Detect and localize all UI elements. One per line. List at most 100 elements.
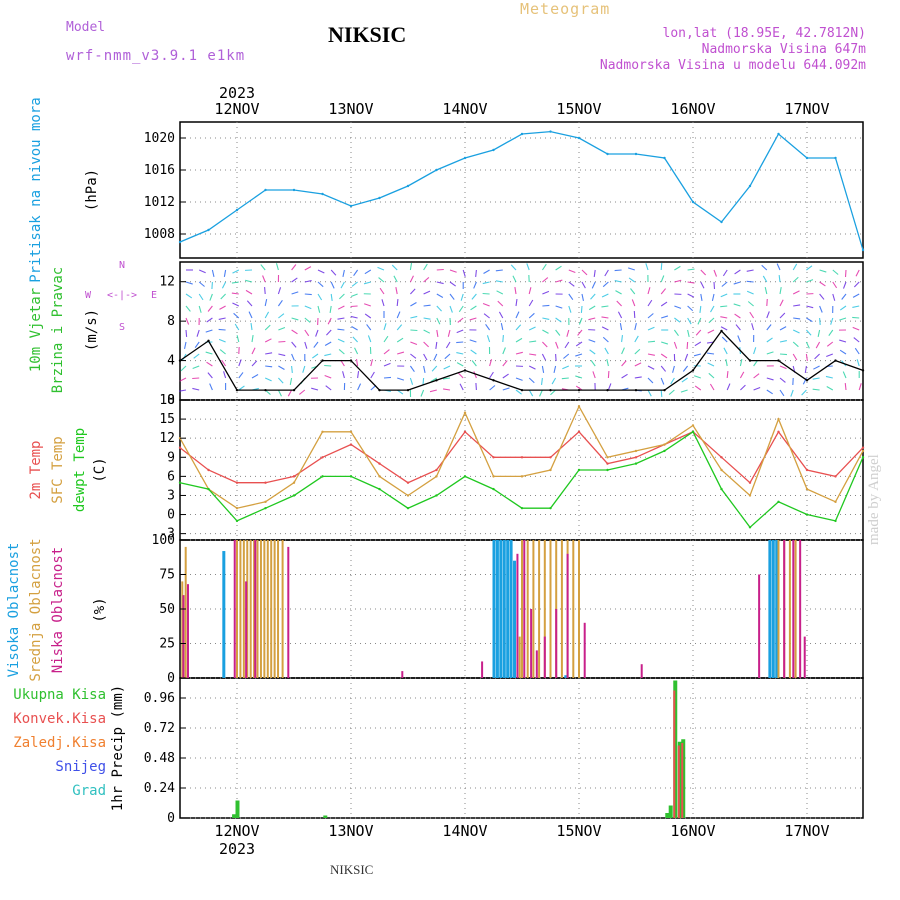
wind-barb: [423, 290, 431, 295]
wind-barb: [647, 353, 655, 356]
dewpt-line-point: [435, 494, 438, 497]
wind-barb: [498, 311, 504, 319]
wind-barb: [264, 311, 270, 319]
pressure-unit: (hPa): [84, 169, 100, 211]
y-tick-label: 0.72: [144, 721, 175, 736]
wind-barb: [601, 316, 609, 319]
wind-barb: [592, 371, 596, 379]
wind-barb: [436, 305, 442, 312]
wind-barb: [555, 305, 563, 309]
wind-barb: [299, 389, 306, 395]
wind-speed-line-point: [292, 388, 296, 392]
wind-barb: [397, 377, 405, 381]
wind-barb: [489, 371, 494, 379]
precip-bar: [665, 813, 670, 818]
wind-barb: [330, 269, 337, 276]
pressure-line-point: [634, 152, 638, 156]
wind-barb: [844, 382, 847, 391]
wind-barb: [681, 377, 688, 383]
wind-barb: [740, 384, 746, 391]
model-elevation-label: Nadmorska Visina u modelu 644.092m: [599, 58, 866, 73]
wind-barb: [502, 347, 506, 355]
wind-barb: [482, 281, 490, 285]
wind-barb: [459, 383, 464, 391]
wind-barb: [661, 341, 669, 345]
sfc-temp-line-point: [634, 449, 638, 453]
wind-barb: [482, 302, 490, 307]
wind-barb: [621, 360, 627, 367]
wind-barb: [779, 326, 787, 331]
t2m-line-point: [861, 446, 865, 449]
cloud-bar: [246, 540, 249, 678]
wind-barb: [337, 328, 345, 331]
wind-barb: [409, 288, 416, 295]
wind-barb: [660, 288, 667, 295]
wind-barb: [363, 281, 371, 285]
wind-barb: [813, 365, 820, 370]
wind-barb: [325, 385, 332, 391]
wind-barb: [449, 293, 455, 300]
wind-barb: [275, 263, 279, 271]
cloud-bar: [516, 553, 519, 678]
wind-barb: [231, 292, 239, 295]
wind-barb: [568, 281, 575, 287]
wind-barb: [278, 365, 285, 370]
cloud-bar: [532, 540, 535, 678]
dewpt-line-point: [577, 468, 581, 472]
wind-barb: [179, 377, 187, 382]
y-tick-label: 1016: [144, 163, 175, 178]
sfc-temp-line-point: [292, 481, 296, 484]
wind-barb: [442, 377, 451, 380]
wind-barb: [338, 293, 345, 300]
y-tick-label: 75: [159, 568, 175, 583]
wind-barb: [311, 387, 319, 391]
wind-barb: [694, 375, 701, 379]
cloud-bar: [256, 540, 259, 678]
wind-barb: [515, 324, 522, 331]
wind-barb: [435, 341, 438, 350]
wind-barb: [329, 305, 332, 313]
cloud-bar: [184, 546, 187, 678]
precip-bar: [668, 805, 673, 818]
wind-barb: [542, 290, 550, 295]
wind-barb: [614, 269, 622, 272]
wind-barb: [674, 279, 682, 283]
cloud-bar: [242, 540, 245, 678]
wind-barb: [277, 389, 282, 397]
pressure-line-point: [492, 148, 495, 152]
wind-barb: [561, 377, 569, 380]
y-tick-label: 0: [167, 671, 175, 686]
wind-barb: [647, 377, 654, 384]
wind-barb: [542, 317, 550, 320]
wind-barb: [805, 353, 808, 362]
wind-dir-n: N: [119, 260, 125, 271]
wind-barb: [291, 353, 295, 361]
wind-barb: [433, 353, 438, 361]
wind-barb: [184, 341, 187, 349]
wind-barb: [330, 281, 335, 289]
wind-barb-field: [179, 262, 862, 398]
wind-barb: [832, 269, 839, 275]
wind-barb: [826, 386, 834, 391]
wind-barb: [278, 353, 286, 357]
wind-barb: [575, 385, 583, 391]
wind-barb: [541, 365, 545, 373]
wind-barb: [431, 365, 438, 372]
wind-barb: [422, 377, 425, 386]
wind-barb: [720, 293, 728, 298]
wind-barb: [581, 281, 586, 289]
wind-barb: [792, 341, 799, 348]
wind-speed-line-point: [834, 359, 837, 362]
wind-barb: [462, 269, 466, 277]
cloud-bar: [249, 540, 252, 678]
wind-barb: [502, 373, 509, 379]
wind-barb: [378, 277, 385, 283]
wind-barb: [779, 353, 788, 356]
wind-barb: [672, 365, 675, 373]
panel-frame: [179, 121, 864, 259]
sfc-temp-line-point: [777, 417, 780, 421]
wind-barb: [839, 317, 847, 321]
wind-dir-arrows: <-|->: [107, 290, 137, 301]
dewpt-line-point: [321, 475, 324, 478]
wind-barb: [198, 305, 202, 313]
